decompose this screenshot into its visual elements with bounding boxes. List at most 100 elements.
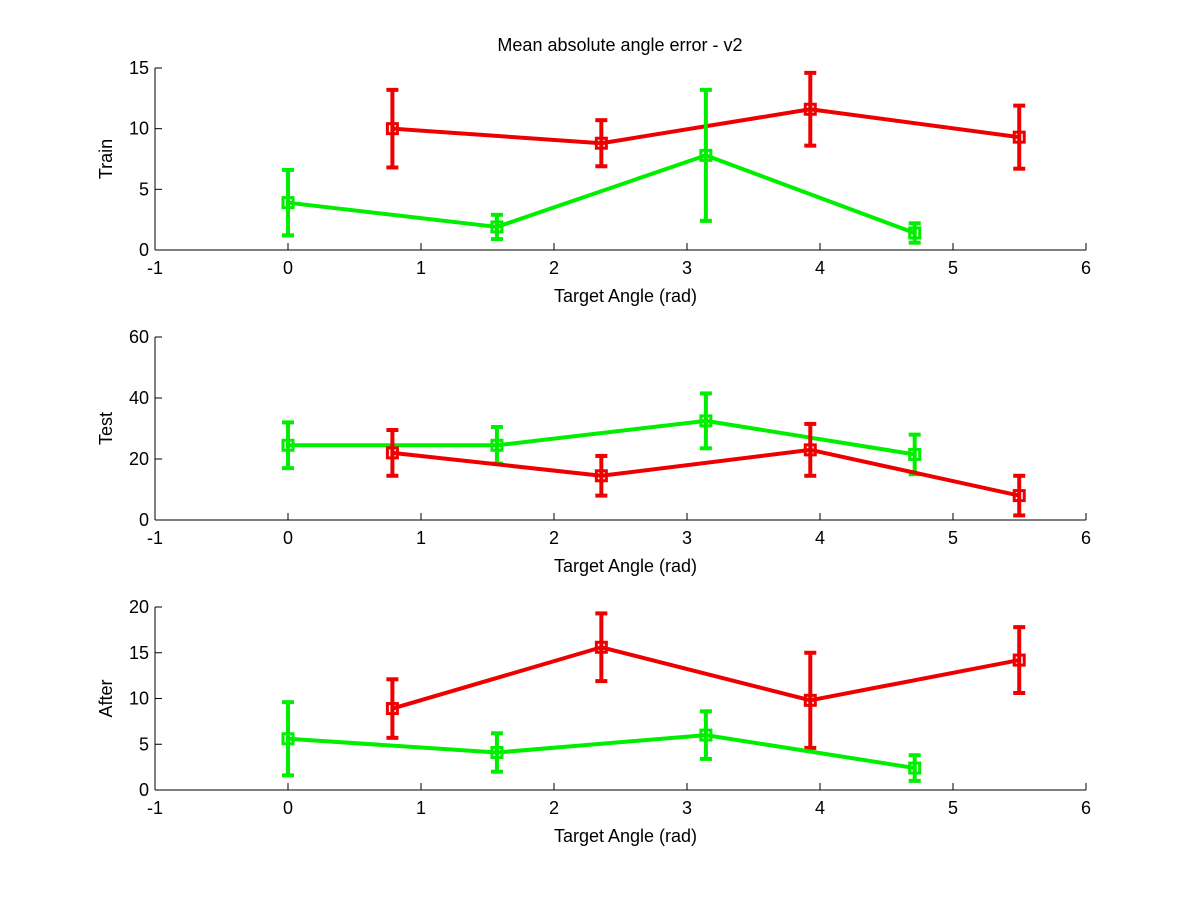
series-line — [287, 153, 916, 235]
error-bar — [699, 391, 712, 451]
x-tick-label: 1 — [416, 798, 426, 818]
x-tick-label: 4 — [815, 798, 825, 818]
y-tick-label: 0 — [139, 780, 149, 800]
x-tick-label: 6 — [1081, 798, 1091, 818]
error-bar — [595, 453, 608, 498]
y-tick-label: 40 — [129, 388, 149, 408]
data-point-marker — [281, 196, 295, 210]
x-tick-label: 2 — [549, 528, 559, 548]
error-bar — [699, 709, 712, 761]
x-tick-label: 0 — [283, 798, 293, 818]
x-axis-label: Target Angle (rad) — [554, 286, 697, 306]
error-bar — [1013, 103, 1026, 171]
data-point-marker — [594, 136, 608, 150]
data-point-marker — [594, 469, 608, 483]
x-tick-label: 3 — [682, 528, 692, 548]
x-tick-label: 5 — [948, 528, 958, 548]
data-point-marker — [699, 414, 713, 428]
error-bar — [386, 428, 399, 478]
error-bar — [595, 611, 608, 684]
data-point-marker — [594, 640, 608, 654]
error-bar — [804, 650, 817, 750]
series-line — [287, 733, 916, 771]
series-1 — [385, 421, 1026, 518]
chart-title: Mean absolute angle error - v2 — [497, 35, 742, 55]
error-bar — [595, 118, 608, 169]
x-axis-label: Target Angle (rad) — [554, 826, 697, 846]
x-tick-label: 3 — [682, 258, 692, 278]
data-point-marker — [803, 443, 817, 457]
y-axis-label: After — [96, 679, 116, 717]
series-0 — [385, 611, 1026, 750]
error-bar — [282, 700, 294, 778]
error-bar — [1013, 473, 1026, 518]
x-tick-label: 4 — [815, 258, 825, 278]
data-point-marker — [803, 693, 817, 707]
y-tick-label: 15 — [129, 58, 149, 78]
y-tick-label: 5 — [139, 179, 149, 199]
y-tick-label: 20 — [129, 597, 149, 617]
y-tick-label: 0 — [139, 240, 149, 260]
series-1 — [281, 700, 922, 783]
x-tick-label: 4 — [815, 528, 825, 548]
x-tick-label: 3 — [682, 798, 692, 818]
x-tick-label: 5 — [948, 798, 958, 818]
y-tick-label: 5 — [139, 734, 149, 754]
x-tick-label: -1 — [147, 528, 163, 548]
error-bar — [1013, 625, 1026, 696]
error-bar — [490, 731, 503, 774]
data-point-marker — [908, 447, 922, 461]
data-point-marker — [1012, 489, 1026, 503]
series-line — [392, 447, 1020, 498]
y-tick-label: 10 — [129, 689, 149, 709]
error-bar — [282, 167, 294, 238]
x-tick-label: -1 — [147, 798, 163, 818]
x-tick-label: 1 — [416, 528, 426, 548]
y-tick-label: 15 — [129, 643, 149, 663]
y-axis-label: Train — [96, 139, 116, 179]
error-bar — [908, 753, 921, 783]
y-tick-label: 0 — [139, 510, 149, 530]
series-line — [391, 645, 1020, 711]
error-bar — [699, 87, 712, 223]
x-tick-label: -1 — [147, 258, 163, 278]
data-point-marker — [1012, 653, 1026, 667]
x-tick-label: 6 — [1081, 528, 1091, 548]
error-bar — [386, 677, 399, 740]
data-point-marker — [490, 438, 504, 452]
y-tick-label: 10 — [129, 119, 149, 139]
data-point-marker — [490, 745, 504, 759]
data-point-marker — [490, 220, 504, 234]
error-bar — [282, 420, 294, 471]
y-tick-label: 60 — [129, 327, 149, 347]
error-bar — [386, 87, 399, 170]
x-tick-label: 2 — [549, 258, 559, 278]
data-point-marker — [281, 732, 295, 746]
data-point-marker — [699, 148, 713, 162]
error-bar — [490, 212, 503, 242]
data-point-marker — [908, 226, 922, 240]
series-1 — [281, 87, 922, 245]
data-point-marker — [803, 102, 817, 116]
data-point-marker — [1012, 130, 1026, 144]
data-point-marker — [908, 761, 922, 775]
x-tick-label: 2 — [549, 798, 559, 818]
y-tick-label: 20 — [129, 449, 149, 469]
data-point-marker — [281, 438, 295, 452]
x-tick-label: 5 — [948, 258, 958, 278]
error-bar — [804, 70, 817, 148]
x-tick-label: 1 — [416, 258, 426, 278]
data-point-marker — [385, 702, 399, 716]
data-point-marker — [385, 446, 399, 460]
x-tick-label: 0 — [283, 528, 293, 548]
x-tick-label: 6 — [1081, 258, 1091, 278]
y-axis-label: Test — [96, 412, 116, 445]
data-point-marker — [699, 728, 713, 742]
x-tick-label: 0 — [283, 258, 293, 278]
x-axis-label: Target Angle (rad) — [554, 556, 697, 576]
